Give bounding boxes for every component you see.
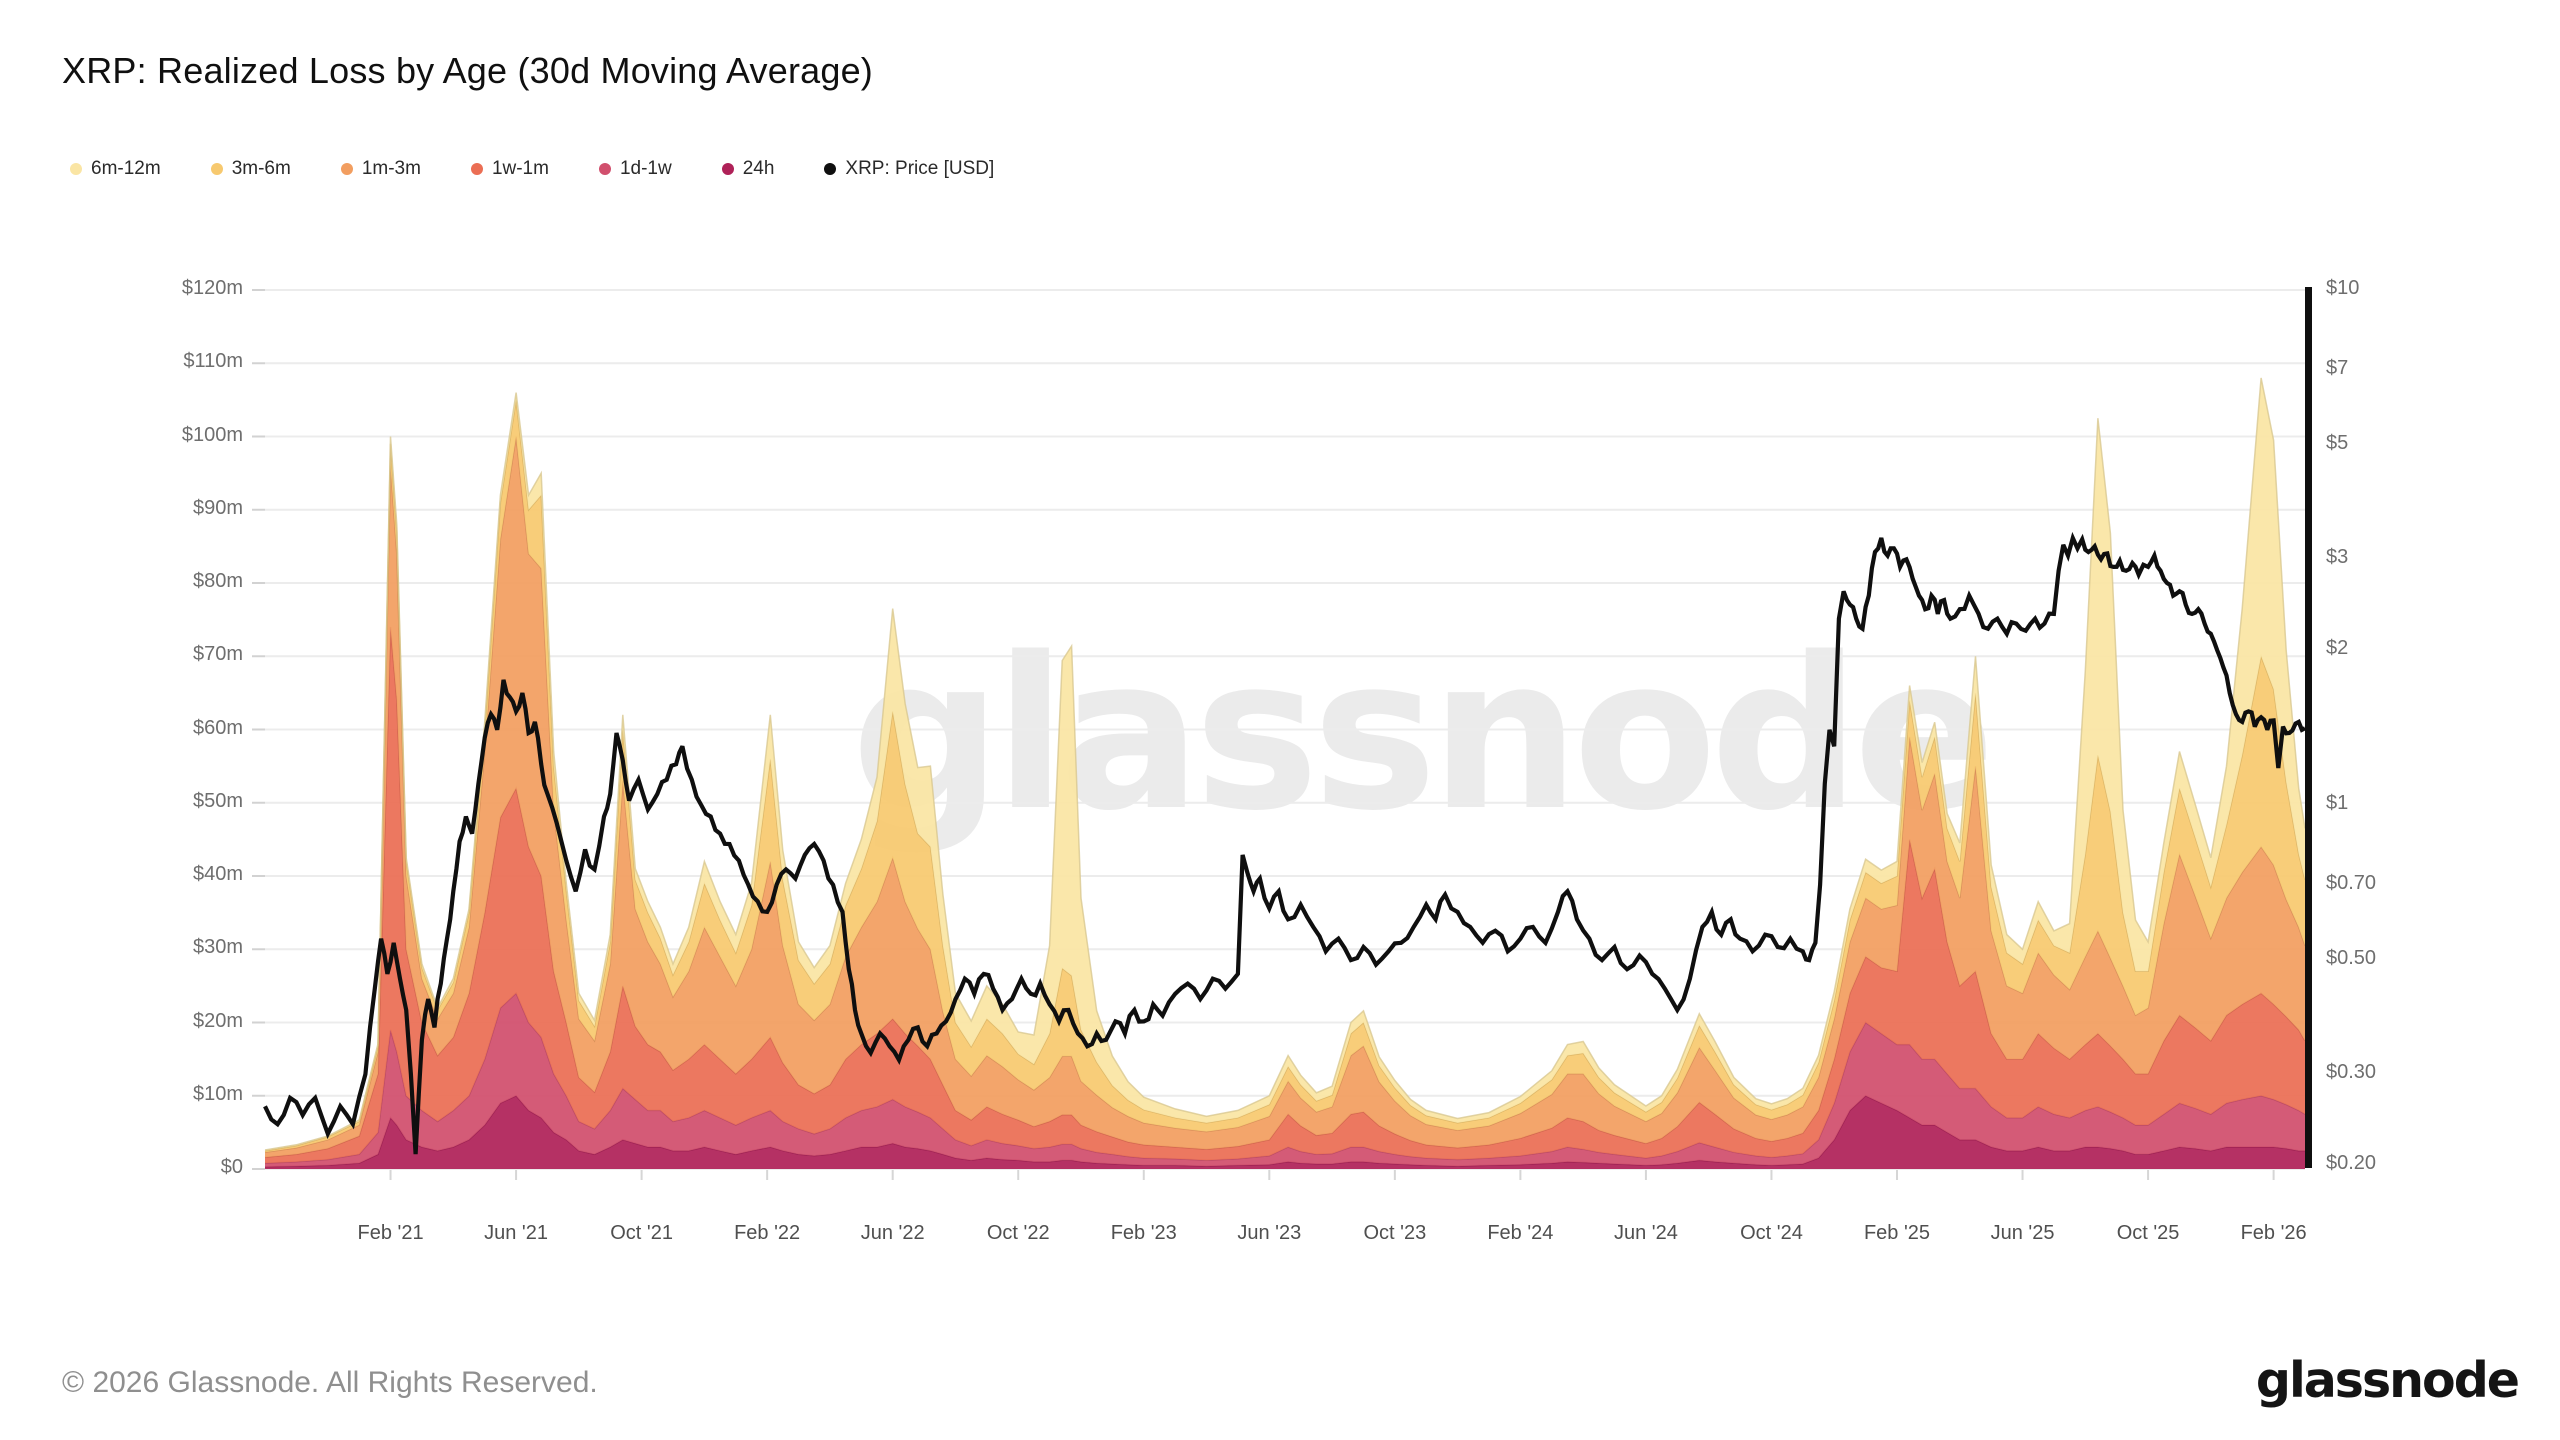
x-tick-label: Jun '23 (1237, 1222, 1302, 1244)
y-left-tick-label: $30m (192, 936, 243, 959)
copyright-text: © 2026 Glassnode. All Rights Reserved. (62, 1366, 598, 1399)
x-tick-label: Feb '24 (1487, 1222, 1554, 1244)
x-tick-label: Jun '25 (1990, 1222, 2055, 1244)
y-left-tick-label: $90m (192, 496, 243, 519)
y-right-tick-label: $10 (2326, 277, 2360, 299)
legend-item-6m-12m[interactable]: 6m-12m (70, 158, 161, 180)
x-tick-label: Oct '23 (1363, 1222, 1427, 1244)
legend-item-label: 1w-1m (491, 158, 549, 179)
y-left-tick-label: $50m (192, 789, 243, 812)
legend-swatch-icon (70, 163, 82, 175)
y-left-tick-label: $20m (192, 1009, 243, 1032)
legend-swatch-icon (340, 163, 353, 175)
y-right-tick-label: $3 (2326, 546, 2349, 569)
y-right-tick-label: $7 (2326, 356, 2349, 379)
legend-swatch-icon (721, 163, 734, 175)
y-left-tick-label: $100m (181, 423, 243, 446)
x-tick-label: Jun '24 (1613, 1222, 1678, 1244)
y-left-tick-label: $10m (192, 1082, 243, 1105)
legend-item-xrp-price-usd-[interactable]: XRP: Price [USD] (824, 158, 994, 180)
y-right-tick-label: $5 (2326, 432, 2349, 455)
legend-swatch-icon (824, 163, 837, 175)
x-tick-label: Feb '22 (734, 1222, 801, 1244)
price-line (263, 531, 2306, 1155)
y-right-tick-label: $0.30 (2326, 1061, 2377, 1084)
x-tick-label: Feb '25 (1863, 1222, 1931, 1244)
legend-item-label: 3m-6m (231, 158, 291, 179)
y-right-tick-label: $1 (2326, 792, 2349, 815)
legend-swatch-icon (598, 163, 611, 175)
x-tick-label: Oct '25 (2116, 1222, 2180, 1244)
x-tick-label: Feb '21 (357, 1222, 424, 1244)
y-left-tick-label: $40m (192, 863, 243, 885)
y-left-tick-label: $120m (181, 277, 243, 299)
legend-item-label: 6m-12m (91, 158, 161, 179)
y-left-tick-label: $110m (183, 350, 243, 373)
x-tick-label: Jun '21 (484, 1222, 548, 1244)
y-left-tick-label: $70m (192, 643, 243, 666)
legend-item-1m-3m[interactable]: 1m-3m (340, 158, 421, 180)
glassnode-logo: glassnode (2255, 1352, 2520, 1409)
y-right-tick-label: $0.70 (2326, 871, 2377, 894)
right-axis-bar (2305, 287, 2312, 1168)
chart-title: XRP: Realized Loss by Age (30d Moving Av… (62, 50, 873, 91)
x-tick-label: Oct '22 (986, 1222, 1050, 1244)
y-left-tick-label: $80m (192, 570, 243, 592)
band-24h (265, 1095, 2305, 1169)
legend-item-24h[interactable]: 24h (721, 158, 775, 180)
x-tick-label: Oct '21 (610, 1222, 673, 1244)
y-left-tick-label: $0 (220, 1156, 243, 1178)
legend-item-label: 24h (742, 158, 775, 179)
x-tick-label: Oct '24 (1740, 1222, 1803, 1244)
legend-item-label: 1m-3m (361, 158, 421, 179)
legend-item-1d-1w[interactable]: 1d-1w (598, 158, 672, 180)
band-6m-12m (265, 377, 2305, 1151)
band-1m-3m (265, 436, 2305, 1158)
legend-item-label: 1d-1w (619, 158, 672, 179)
y-right-tick-label: $0.50 (2326, 947, 2377, 970)
y-right-tick-label: $2 (2326, 636, 2349, 659)
legend: 6m-12m 3m-6m 1m-3m 1w-1m 1d-1w 24h XRP: Price … (70, 158, 994, 180)
y-right-tick-label: $0.20 (2326, 1152, 2377, 1174)
legend-swatch-icon (470, 163, 483, 175)
x-tick-label: Feb '23 (1110, 1222, 1177, 1244)
legend-swatch-icon (210, 163, 223, 175)
legend-item-1w-1m[interactable]: 1w-1m (470, 158, 549, 180)
watermark: glassnode (851, 612, 1996, 857)
band-edge-6m-12m (264, 377, 2306, 1151)
x-tick-label: Jun '22 (860, 1222, 925, 1244)
legend-item-label: XRP: Price [USD] (845, 158, 995, 179)
legend-item-3m-6m[interactable]: 3m-6m (210, 158, 291, 180)
y-left-tick-label: $60m (192, 716, 243, 739)
band-1d-1w (265, 993, 2305, 1167)
x-tick-label: Feb '26 (2240, 1222, 2307, 1244)
